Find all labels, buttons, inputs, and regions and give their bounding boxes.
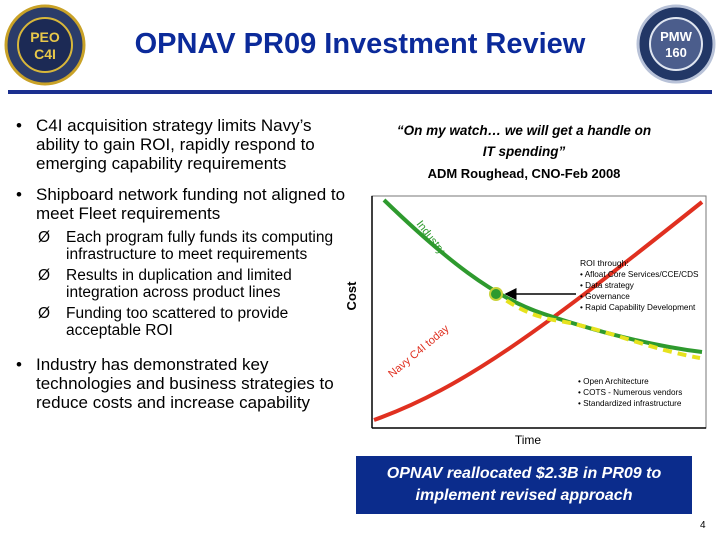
roi-item-3: • Governance — [580, 292, 630, 301]
lower-item-3: • Standardized infrastructure — [578, 399, 682, 408]
right-logo-line2: 160 — [665, 45, 687, 60]
bullet-1-text: C4I acquisition strategy limits Navy’s a… — [36, 116, 315, 173]
roi-list: ROI through: • Afloat Core Services/CCE/… — [580, 258, 699, 312]
page-title: OPNAV PR09 Investment Review — [134, 28, 586, 60]
cost-time-diagram: Cost Time Industry Navy C4I today ROI th… — [344, 195, 707, 447]
navy-cost-curve — [373, 200, 704, 422]
y-axis-label: Cost — [344, 281, 359, 311]
lower-list: • Open Architecture • COTS - Numerous ve… — [578, 377, 682, 408]
bullet-3-text: Industry has demonstrated key technologi… — [36, 355, 334, 412]
reallocation-banner: OPNAV reallocated $2.3B in PR09 to imple… — [356, 456, 692, 514]
sub-bullet-2: Ø Results in duplication and limited inte… — [38, 267, 292, 301]
bullet-list: • C4I acquisition strategy limits Navy’s … — [10, 116, 350, 424]
pmw-160-logo: PMW 160 — [636, 4, 716, 84]
roi-item-4: • Rapid Capability Development — [580, 303, 696, 312]
title-divider — [8, 90, 712, 94]
industry-cost-curve — [382, 198, 703, 354]
roi-title: ROI through: — [580, 258, 629, 268]
peo-c4i-logo: PEO C4I — [4, 4, 86, 86]
lower-item-1: • Open Architecture — [578, 377, 649, 386]
quote-line2: IT spending” — [482, 144, 566, 159]
roi-item-1: • Afloat Core Services/CCE/CDS — [580, 270, 699, 279]
sub-bullet-1-text: Each program fully funds its computing i… — [66, 229, 334, 263]
right-logo-line1: PMW — [660, 29, 693, 44]
bullet-1: • C4I acquisition strategy limits Navy’s … — [16, 116, 315, 173]
sub-bullet-3: Ø Funding too scattered to provide accept… — [38, 305, 289, 339]
banner-line1: OPNAV reallocated $2.3B in PR09 to — [386, 465, 662, 482]
sub-bullet-1: Ø Each program fully funds its computing … — [38, 229, 334, 263]
target-cost-curve — [492, 290, 701, 360]
quote: “On my watch… we will get a handle on IT… — [352, 120, 696, 162]
bullet-2: • Shipboard network funding not aligned t… — [16, 185, 346, 223]
sub-bullet-3-text: Funding too scattered to provide accepta… — [66, 305, 289, 339]
lower-item-2: • COTS - Numerous vendors — [578, 388, 682, 397]
bullet-3: • Industry has demonstrated key technolog… — [16, 355, 334, 412]
left-logo-line2: C4I — [34, 46, 56, 62]
bullet-2-text: Shipboard network funding not aligned to… — [36, 185, 346, 223]
banner-line2: implement revised approach — [415, 487, 633, 504]
quote-author: ADM Roughead, CNO-Feb 2008 — [427, 166, 621, 181]
page-number: 4 — [700, 520, 706, 531]
sub-bullet-2-text: Results in duplication and limited integ… — [66, 267, 292, 301]
x-axis-label: Time — [515, 433, 542, 447]
quote-line1: “On my watch… we will get a handle on — [396, 123, 652, 138]
left-logo-line1: PEO — [30, 29, 60, 45]
roi-item-2: • Data strategy — [580, 281, 635, 290]
intersection-point — [489, 287, 503, 301]
